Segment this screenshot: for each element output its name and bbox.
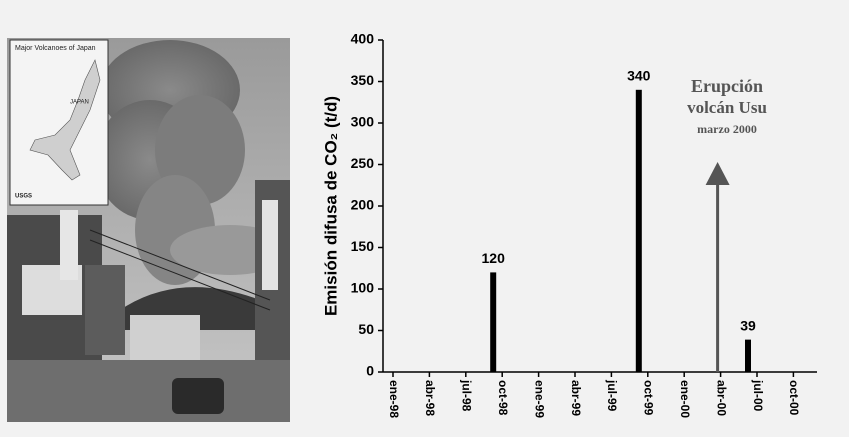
map-inset: Major Volcanoes of Japan JAPAN USGS <box>10 40 108 205</box>
chart: Emisión difusa de CO₂ (t/d) 0 50 100 150 200… <box>321 31 817 419</box>
y-tick-label: 50 <box>358 321 374 337</box>
bar <box>636 90 642 372</box>
x-tick-label: jul-00 <box>751 379 765 412</box>
x-tick-label: oct-98 <box>496 380 510 416</box>
y-tick-label: 200 <box>351 197 375 213</box>
x-tick-label: jul-99 <box>605 379 619 412</box>
annotation: volcán Usu <box>687 98 767 117</box>
y-tick-label: 150 <box>351 238 375 254</box>
x-tick-label: abr-00 <box>714 380 728 416</box>
y-tick-label: 300 <box>351 114 375 130</box>
value-label: 120 <box>482 250 506 266</box>
eruption-arrow-head <box>706 162 730 185</box>
y-tick-label: 250 <box>351 155 375 171</box>
y-tick-label: 100 <box>351 280 375 296</box>
value-label: 340 <box>627 68 651 84</box>
bar <box>490 272 496 372</box>
x-tick-label: ene-00 <box>678 380 692 418</box>
x-tick-label: oct-99 <box>642 380 656 416</box>
map-title: Major Volcanoes of Japan <box>15 45 96 52</box>
x-tick-label: abr-98 <box>423 380 437 416</box>
x-tick-label: abr-99 <box>569 380 583 416</box>
map-source: USGS <box>15 194 32 200</box>
x-tick-label: jul-98 <box>460 379 474 412</box>
value-label: 39 <box>740 317 756 333</box>
page: Major Volcanoes of Japan JAPAN USGS Emis… <box>0 0 849 437</box>
y-axis-label: Emisión difusa de CO₂ (t/d) <box>321 96 340 316</box>
y-tick-label: 0 <box>366 363 374 379</box>
annotation: Erupción <box>691 76 763 96</box>
bar <box>745 340 751 372</box>
y-tick-label: 400 <box>351 31 375 47</box>
x-tick-label: ene-99 <box>532 380 546 418</box>
annotation: marzo 2000 <box>697 122 757 136</box>
x-tick-label: ene-98 <box>387 380 401 418</box>
x-tick-label: oct-00 <box>787 380 801 416</box>
map-country: JAPAN <box>70 100 89 106</box>
y-tick-label: 350 <box>351 72 375 88</box>
